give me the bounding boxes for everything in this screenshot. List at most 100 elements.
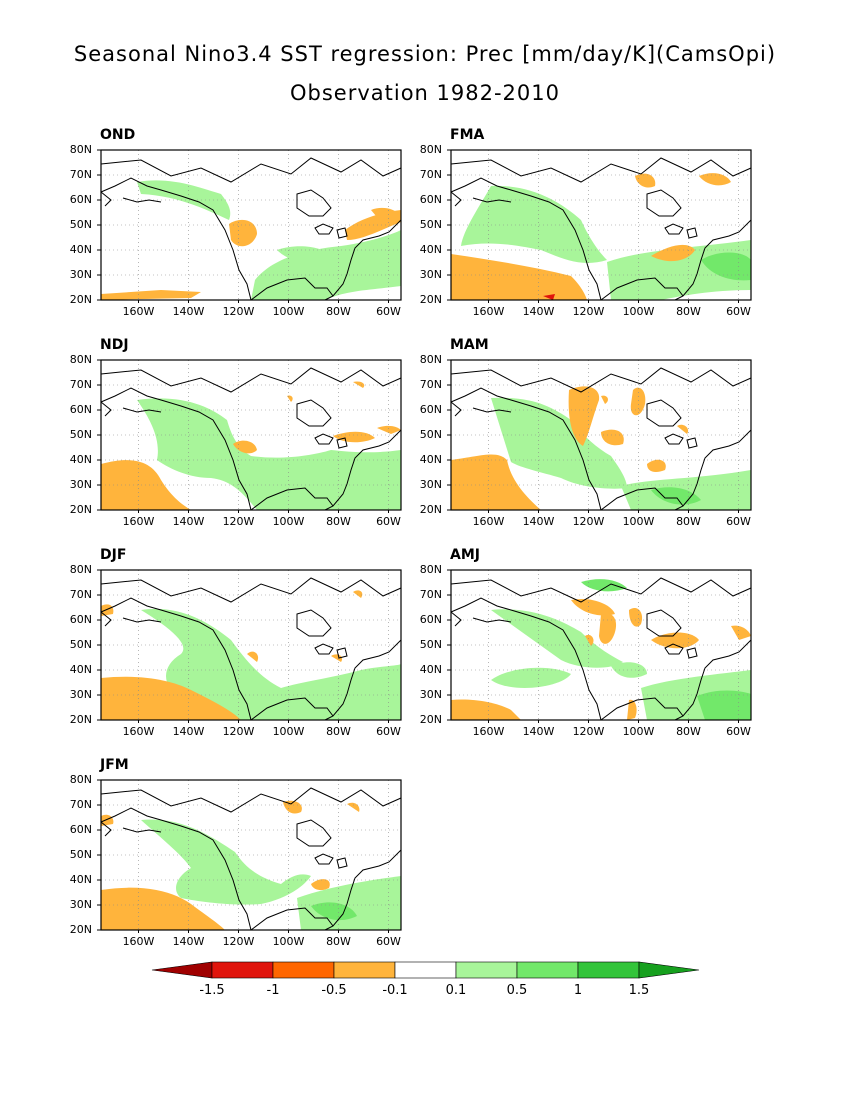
lon-tick-label: 140W: [172, 935, 205, 948]
shaded-region: [451, 254, 587, 300]
coastline: [314, 853, 348, 869]
shaded-region: [627, 699, 637, 720]
shaded-region: [137, 398, 401, 510]
colorbar-tick-label: -0.5: [321, 983, 347, 998]
map-plot: [97, 779, 402, 933]
shaded-region: [451, 699, 521, 720]
lat-tick-label: 60N: [69, 193, 92, 206]
colorbar-segment: [455, 961, 518, 979]
coastline: [100, 401, 162, 417]
shaded-region: [601, 395, 608, 404]
lat-tick-label: 20N: [419, 293, 442, 306]
lon-tick-label: 120W: [222, 725, 255, 738]
coastline: [100, 191, 162, 207]
coastline: [100, 821, 162, 837]
panel-label: DJF: [100, 547, 127, 563]
lon-tick-label: 120W: [222, 515, 255, 528]
coastline: [314, 643, 348, 659]
lon-tick-label: 160W: [472, 725, 505, 738]
shaded-region: [333, 431, 375, 443]
shaded-region: [297, 876, 401, 930]
map-panel-djf: DJF 80N 70N 60N 50N 40N 30N 20N 160W 140W 120W 100…: [70, 547, 402, 741]
lat-tick-label: 20N: [69, 713, 92, 726]
shaded-region: [571, 598, 615, 616]
lon-tick-label: 160W: [122, 725, 155, 738]
lat-tick-label: 60N: [69, 823, 92, 836]
lon-tick-label: 80W: [326, 305, 351, 318]
colorbar-right-arrow: [638, 961, 700, 979]
coastline: [250, 487, 334, 511]
coastline: [100, 387, 252, 511]
shaded-region: [371, 207, 399, 222]
lon-tick-label: 140W: [522, 515, 555, 528]
shaded-region: [347, 802, 360, 812]
lon-tick-label: 100W: [622, 305, 655, 318]
coastline: [100, 177, 252, 301]
lat-tick-label: 30N: [419, 688, 442, 701]
coastline: [600, 277, 684, 301]
colorbar-segment: [577, 961, 640, 979]
shaded-region: [277, 246, 333, 263]
shaded-region: [491, 609, 623, 668]
map-plot: [97, 149, 402, 303]
shaded-region: [599, 612, 617, 644]
lon-tick-label: 100W: [272, 935, 305, 948]
shaded-region: [568, 386, 600, 446]
coastline: [450, 401, 512, 417]
shaded-region: [101, 290, 201, 300]
lon-tick-label: 100W: [622, 725, 655, 738]
lon-tick-label: 120W: [572, 305, 605, 318]
map-panel-mam: MAM 80N 70N 60N 50N 40N 30N 20N 160W 140W 120W 100…: [420, 337, 752, 531]
lat-tick-label: 40N: [419, 243, 442, 256]
lon-tick-label: 100W: [622, 515, 655, 528]
map-plot: [447, 359, 752, 513]
lat-tick-label: 60N: [69, 613, 92, 626]
lon-tick-label: 60W: [376, 935, 401, 948]
map-panel-amj: AMJ 80N 70N 60N 50N 40N 30N 20N 160W 140W 120W 100…: [420, 547, 752, 741]
lon-tick-label: 120W: [572, 725, 605, 738]
coastline: [324, 219, 402, 301]
shaded-region: [331, 654, 343, 662]
map-plot: [97, 359, 402, 513]
lon-tick-label: 160W: [122, 305, 155, 318]
shaded-region: [629, 607, 643, 627]
shaded-region: [247, 651, 259, 662]
lon-tick-label: 80W: [326, 515, 351, 528]
coastline: [324, 849, 402, 931]
shaded-region: [611, 662, 647, 678]
colorbar-left-arrow: [151, 961, 213, 979]
coastline: [646, 609, 682, 637]
lat-tick-label: 30N: [419, 268, 442, 281]
panel-label: OND: [100, 127, 136, 143]
colorbar-tick-label: 1: [573, 983, 583, 998]
panel-label: AMJ: [450, 547, 480, 563]
lon-tick-label: 80W: [676, 515, 701, 528]
lat-tick-label: 70N: [419, 168, 442, 181]
lon-tick-label: 160W: [472, 305, 505, 318]
shaded-region: [353, 381, 365, 388]
coastline: [450, 157, 752, 183]
map-panel-ond: OND 80N 70N 60N 50N 40N 30N 20N 160W 140W 120W 100…: [70, 127, 402, 321]
lat-tick-label: 70N: [69, 798, 92, 811]
coastline: [646, 189, 682, 217]
shaded-region: [377, 425, 401, 434]
lat-tick-label: 80N: [419, 353, 442, 366]
lon-tick-label: 80W: [326, 935, 351, 948]
coastline: [674, 429, 752, 511]
coastline: [296, 609, 332, 637]
shaded-region: [635, 173, 656, 188]
lat-tick-label: 30N: [69, 688, 92, 701]
lon-tick-label: 80W: [326, 725, 351, 738]
map-panel-ndj: NDJ 80N 70N 60N 50N 40N 30N 20N 160W 140W 120W 100…: [70, 337, 402, 531]
coastline: [100, 787, 402, 813]
coastline: [314, 223, 348, 239]
shaded-region: [699, 173, 731, 186]
shaded-region: [283, 800, 302, 814]
colorbar-segment: [394, 961, 457, 979]
colorbar-segment: [516, 961, 579, 979]
coastline: [100, 577, 402, 603]
colorbar-tick-label: 1.5: [628, 983, 650, 998]
coastline: [674, 219, 752, 301]
shaded-region: [491, 397, 627, 489]
lat-tick-label: 70N: [69, 588, 92, 601]
